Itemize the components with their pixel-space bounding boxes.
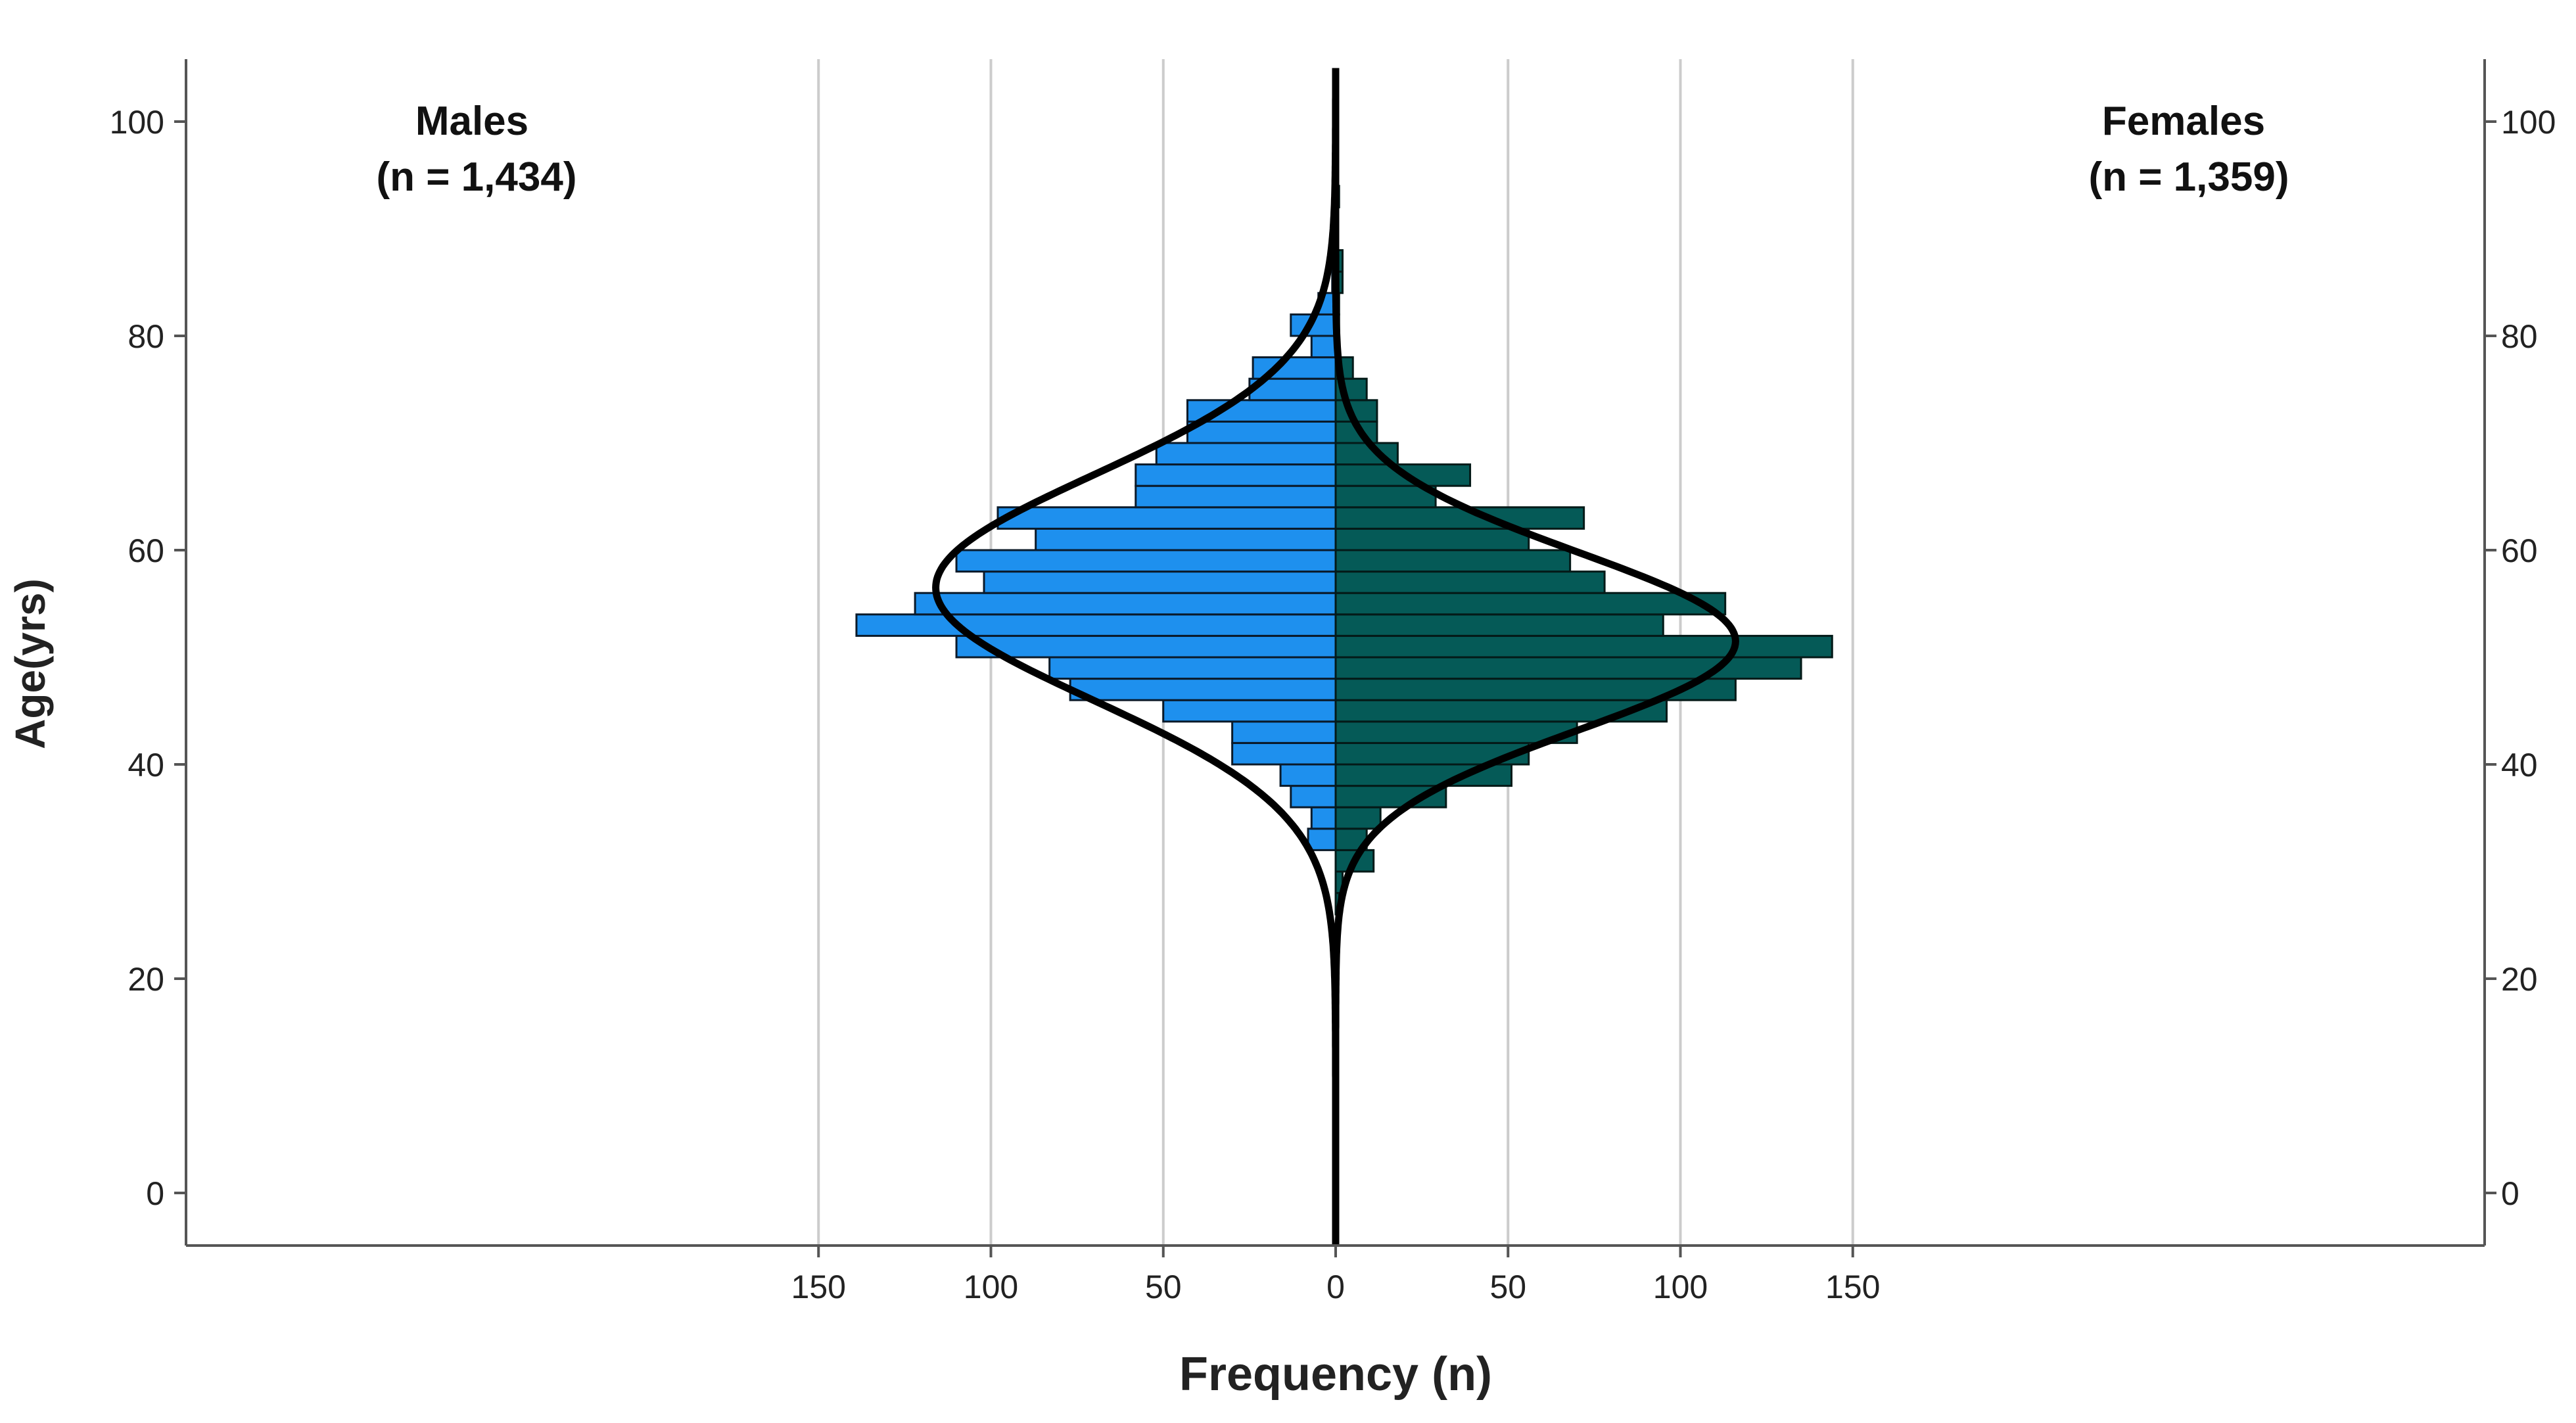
y-tick-label-left-60: 60: [128, 532, 164, 569]
x-tick-label-5: 100: [1653, 1269, 1708, 1305]
axes: [174, 59, 2496, 1257]
bar-females-age-62: [1334, 506, 1585, 530]
bar-males-age-46: [1069, 678, 1337, 701]
tick-labels: 0 0 20 20 40 40 60 60 80 80 100 100 150 100 50 0 50 100 15…: [110, 104, 2556, 1305]
x-tick-label-2: 50: [1145, 1269, 1182, 1305]
bar-males-age-50: [955, 634, 1337, 659]
y-tick-label-left-20: 20: [128, 961, 164, 998]
bar-males-age-58: [955, 549, 1337, 573]
bar-males-age-60: [1035, 527, 1337, 551]
bar-males-age-54: [914, 592, 1337, 616]
x-tick-label-4: 50: [1489, 1269, 1526, 1305]
males-count-label: (n = 1,434): [377, 154, 577, 200]
bar-females-age-58: [1334, 549, 1572, 573]
y-tick-label-right-80: 80: [2501, 318, 2538, 355]
bar-males-age-56: [983, 571, 1337, 594]
bar-females-age-56: [1334, 571, 1606, 594]
bar-males-age-42: [1231, 720, 1337, 744]
x-tick-label-6: 150: [1825, 1269, 1880, 1305]
bar-females-age-34: [1334, 806, 1382, 830]
females-label: Females: [2102, 99, 2265, 144]
y-tick-label-right-100: 100: [2501, 104, 2556, 141]
bar-males-age-34: [1310, 806, 1337, 830]
y-tick-label-left-100: 100: [110, 104, 164, 141]
bars: [855, 185, 1833, 916]
bar-males-age-64: [1135, 484, 1337, 509]
bar-males-age-68: [1155, 442, 1337, 466]
y-tick-label-left-80: 80: [128, 318, 164, 355]
x-axis-label: Frequency (n): [1179, 1348, 1492, 1401]
normal-curve-females: [1332, 67, 1739, 1248]
bar-females-age-48: [1334, 656, 1802, 680]
y-tick-label-left-40: 40: [128, 747, 164, 783]
y-tick-label-right-40: 40: [2501, 747, 2538, 783]
bar-males-age-44: [1162, 699, 1337, 723]
bar-females-age-50: [1334, 634, 1833, 659]
bar-males-age-66: [1135, 463, 1337, 487]
x-tick-label-0: 150: [791, 1269, 846, 1305]
bar-males-age-40: [1231, 741, 1337, 766]
x-tick-label-1: 100: [964, 1269, 1018, 1305]
y-axis-label: Age(yrs): [7, 578, 54, 749]
bar-males-age-62: [996, 506, 1337, 530]
bar-males-age-52: [855, 613, 1337, 637]
bar-females-age-54: [1334, 592, 1727, 616]
bar-males-age-36: [1290, 785, 1337, 808]
females-count-label: (n = 1,359): [2089, 154, 2289, 200]
bar-females-age-42: [1334, 720, 1578, 744]
normal-curves: [932, 67, 1739, 1248]
bar-females-age-52: [1334, 613, 1664, 637]
y-tick-label-right-20: 20: [2501, 961, 2538, 998]
bar-males-age-48: [1048, 656, 1337, 680]
y-tick-label-right-60: 60: [2501, 532, 2538, 569]
x-tick-label-3: 0: [1326, 1269, 1345, 1305]
y-tick-label-right-0: 0: [2501, 1175, 2519, 1212]
bar-females-age-64: [1334, 484, 1437, 509]
y-tick-label-left-0: 0: [146, 1175, 164, 1212]
males-label: Males: [415, 99, 528, 144]
bar-males-age-32: [1307, 828, 1337, 851]
bar-females-age-60: [1334, 527, 1530, 551]
bar-males-age-38: [1279, 763, 1337, 787]
bar-males-age-78: [1310, 335, 1337, 359]
bar-males-age-70: [1186, 420, 1337, 444]
